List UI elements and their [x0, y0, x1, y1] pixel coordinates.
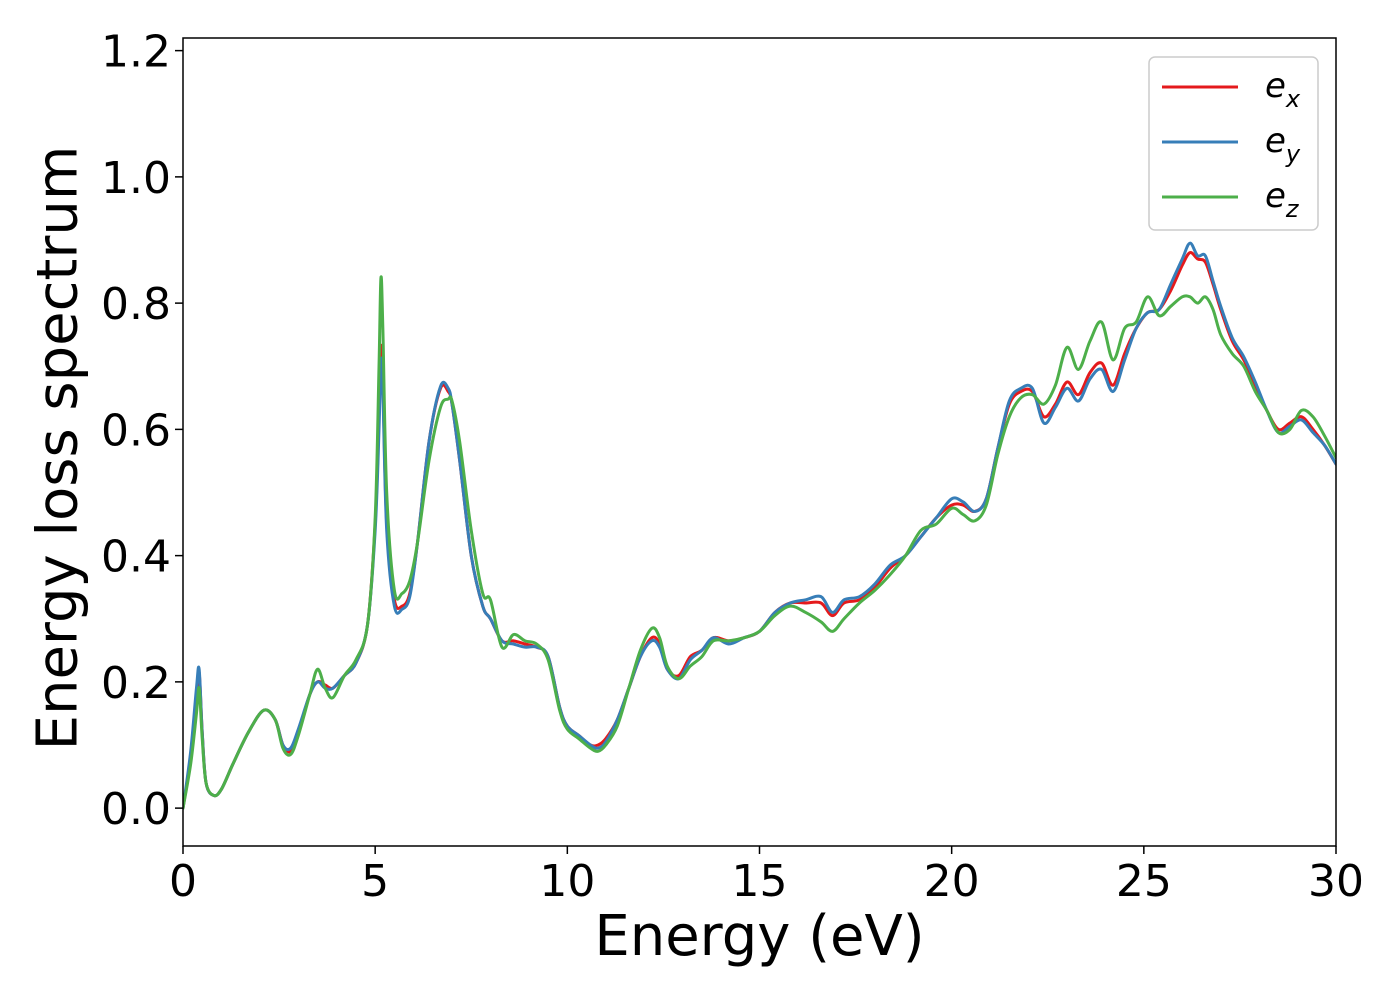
y-tick-label: 0.4: [101, 532, 171, 583]
series-line-y: [183, 241, 1336, 810]
x-tick-label: 15: [732, 856, 788, 907]
x-tick-label: 5: [361, 856, 389, 907]
x-axis-title: Energy (eV): [594, 904, 924, 969]
legend-label-x: ex: [1265, 66, 1301, 113]
y-tick-label: 1.2: [101, 27, 171, 78]
series-line-z: [183, 275, 1336, 810]
x-tick-label: 25: [1116, 856, 1172, 907]
legend-label-y: ey: [1265, 121, 1301, 168]
y-tick-label: 0.6: [101, 405, 171, 456]
y-tick-label: 0.2: [101, 658, 171, 709]
y-axis-ticks: 0.0 0.2 0.4 0.6 0.8 1.0 1.2: [101, 27, 183, 835]
x-tick-label: 30: [1308, 856, 1364, 907]
x-axis-ticks: 0 5 10 15 20 25 30: [169, 846, 1364, 907]
series-line-x: [183, 251, 1336, 810]
y-axis-title: Energy loss spectrum: [26, 146, 91, 751]
y-tick-label: 0.8: [101, 279, 171, 330]
y-tick-label: 1.0: [101, 153, 171, 204]
legend: ex ey ez: [1148, 56, 1319, 231]
legend-items: ex ey ez: [1162, 66, 1301, 223]
x-tick-label: 20: [924, 856, 980, 907]
x-tick-label: 0: [169, 856, 197, 907]
x-tick-label: 10: [539, 856, 595, 907]
series-layer: [183, 241, 1336, 810]
y-tick-label: 0.0: [101, 784, 171, 835]
legend-label-z: ez: [1265, 176, 1300, 223]
